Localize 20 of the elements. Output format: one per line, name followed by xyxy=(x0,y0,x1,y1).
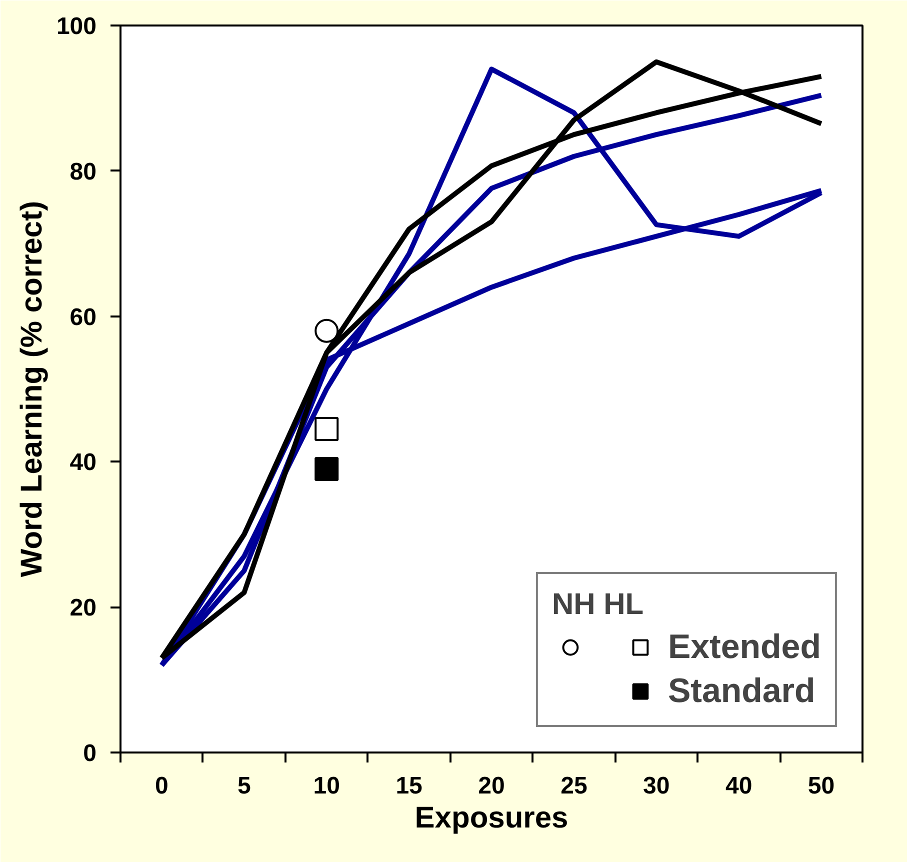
y-axis-title: Word Learning (% correct) xyxy=(15,200,48,578)
y-tick-label: 60 xyxy=(70,304,97,331)
x-tick-label: 10 xyxy=(313,772,340,800)
x-tick-label: 15 xyxy=(396,772,422,800)
x-tick-label: 40 xyxy=(725,772,752,800)
x-tick-label: 20 xyxy=(478,772,505,800)
x-tick-label: 25 xyxy=(560,772,588,800)
legend-label: Standard xyxy=(668,671,816,711)
y-tick-label: 40 xyxy=(70,449,97,476)
legend-title: NH HL xyxy=(552,588,645,622)
x-tick-label: 5 xyxy=(237,772,251,800)
y-tick-label: 0 xyxy=(83,740,97,767)
x-tick-label: 30 xyxy=(643,772,670,800)
y-tick-label: 100 xyxy=(56,13,97,40)
x-axis-title: Exposures xyxy=(414,802,568,834)
y-tick-label: 80 xyxy=(70,158,97,186)
legend-label: Extended xyxy=(668,627,821,667)
y-tick-label: 20 xyxy=(70,594,97,622)
x-tick-label: 50 xyxy=(808,772,835,800)
x-tick-label: 0 xyxy=(155,772,168,800)
